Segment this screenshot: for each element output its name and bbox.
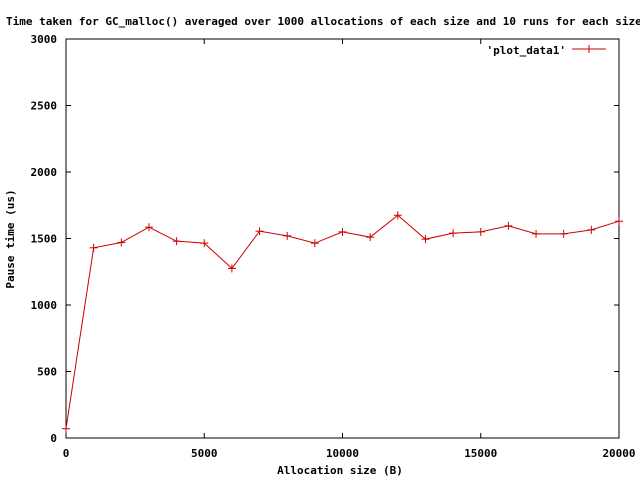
data-point (338, 227, 347, 236)
y-tick-label: 500 (37, 366, 57, 379)
x-tick-label: 10000 (326, 447, 359, 460)
x-axis-label: Allocation size (B) (277, 464, 403, 477)
data-point (366, 233, 375, 242)
x-tick-label: 15000 (464, 447, 497, 460)
y-tick-label: 0 (50, 432, 57, 445)
data-point (421, 235, 430, 244)
data-point (504, 221, 513, 230)
data-point (283, 231, 292, 240)
data-point (227, 264, 236, 273)
series-line (65, 214, 620, 429)
data-point (200, 239, 209, 248)
data-point (310, 239, 319, 248)
y-tick-label: 3000 (31, 33, 58, 46)
x-tick-label: 0 (63, 447, 70, 460)
chart-title: Time taken for GC_malloc() averaged over… (6, 15, 640, 28)
data-point (117, 238, 126, 247)
data-point (144, 223, 153, 232)
y-tick-label: 2000 (31, 166, 58, 179)
data-point (393, 211, 402, 220)
y-axis-label: Pause time (us) (4, 189, 17, 288)
data-point (172, 237, 181, 246)
data-point (449, 229, 458, 238)
data-point (615, 217, 623, 226)
data-point (532, 229, 541, 238)
plot-area (62, 211, 623, 433)
data-point (587, 225, 596, 234)
y-tick-label: 1000 (31, 299, 58, 312)
data-point (89, 243, 98, 252)
y-tick-label: 2500 (31, 100, 58, 113)
data-point (62, 424, 70, 433)
plot-frame (65, 38, 620, 439)
axes-group: 0 5000 10000 15000 20000 0 500 1000 1500 2000 2500… (31, 33, 636, 460)
legend: 'plot_data1' (487, 44, 606, 57)
x-tick-label: 20000 (602, 447, 635, 460)
x-tick-label: 5000 (191, 447, 218, 460)
y-tick-label: 1500 (31, 233, 58, 246)
data-point (255, 227, 264, 236)
legend-label: 'plot_data1' (487, 44, 566, 57)
data-point (559, 229, 568, 238)
data-point (476, 227, 485, 236)
